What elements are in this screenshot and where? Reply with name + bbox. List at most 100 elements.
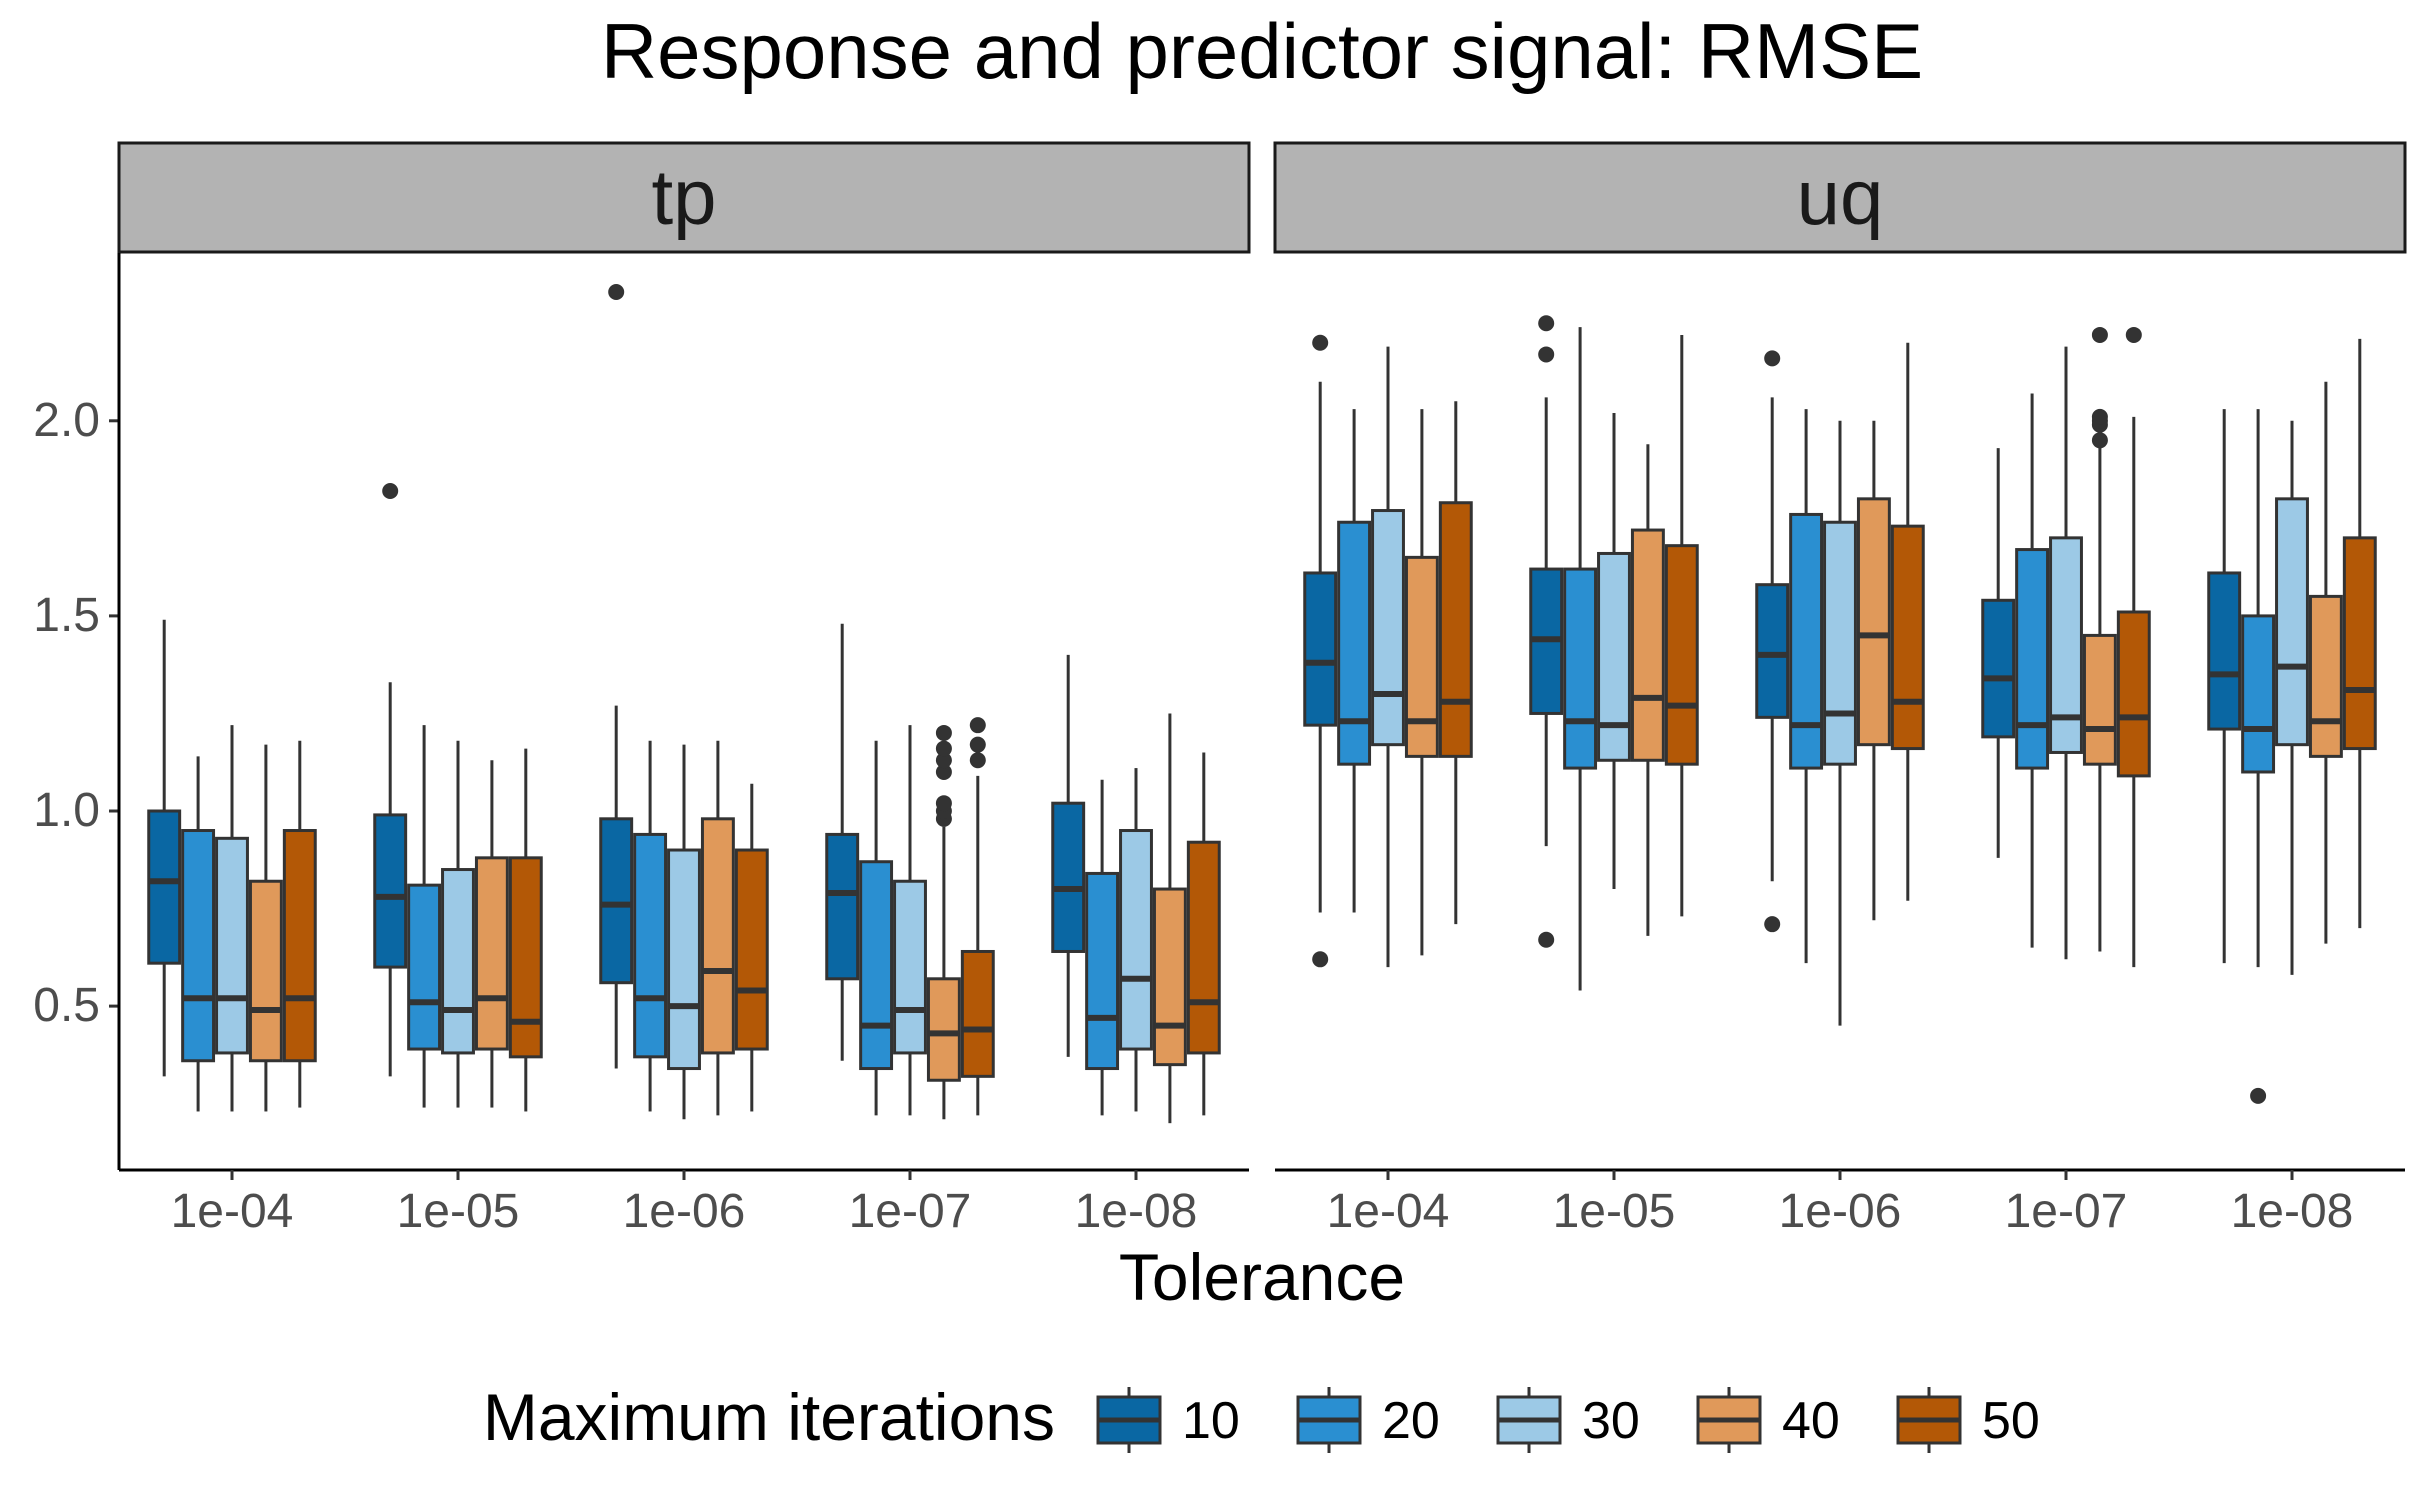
- box-body: [1438, 501, 1473, 758]
- box-body: [407, 883, 442, 1051]
- x-tick-label: 1e-04: [171, 1185, 294, 1238]
- box-tp-1e-06-30: [667, 744, 701, 1120]
- box-body: [1337, 520, 1372, 766]
- outlier-point: [2091, 408, 2108, 425]
- box-body: [1152, 887, 1187, 1067]
- box-body: [1981, 598, 2016, 739]
- outlier-point: [935, 763, 952, 780]
- box-uq-1e-04-40: [1404, 409, 1439, 956]
- box-body: [508, 856, 543, 1059]
- legend-label: 40: [1782, 1392, 1840, 1450]
- box-body: [2342, 536, 2377, 751]
- box-uq-1e-06-20: [1789, 409, 1824, 964]
- box-tp-1e-08-40: [1152, 713, 1187, 1124]
- box-uq-1e-04-50: [1438, 401, 1473, 925]
- box-tp-1e-06-40: [700, 740, 735, 1116]
- outlier-point: [2125, 326, 2142, 343]
- box-uq-1e-06-30: [1823, 420, 1857, 1026]
- box-uq-1e-08-50: [2342, 338, 2377, 929]
- box-tp-1e-08-20: [1085, 779, 1120, 1116]
- box-body: [2082, 633, 2117, 766]
- outlier-point: [969, 736, 986, 753]
- outlier-point: [608, 284, 625, 301]
- box-uq-1e-07-10: [1981, 448, 2016, 858]
- legend-item-30: 30: [1496, 1387, 1640, 1453]
- box-uq-1e-08-30: [2275, 420, 2309, 975]
- facet-panels: 1e-04 1e-05 1e-06 1e-07 1e-08 1e-04 1e-05 1e-06…: [117, 253, 2405, 1238]
- legend-label: 10: [1182, 1392, 1240, 1450]
- legend-label: 30: [1582, 1392, 1640, 1450]
- box-tp-1e-05-10: [373, 483, 408, 1077]
- box-body: [215, 836, 249, 1055]
- box-body: [825, 832, 860, 981]
- box-uq-1e-07-50: [2116, 326, 2151, 968]
- box-tp-1e-04-10: [147, 619, 182, 1077]
- legend: Maximum iterations 10 20 30 40 50: [483, 1380, 2040, 1454]
- x-tick-label: 1e-05: [397, 1185, 520, 1238]
- box-body: [599, 817, 634, 985]
- x-tick-label: 1e-05: [1553, 1185, 1676, 1238]
- box-tp-1e-08-50: [1186, 752, 1221, 1116]
- box-uq-1e-08-40: [2308, 381, 2343, 944]
- box-uq-1e-05-40: [1630, 444, 1665, 936]
- box-uq-1e-08-10: [2207, 409, 2242, 964]
- legend-item-20: 20: [1296, 1387, 1440, 1453]
- box-body: [2207, 571, 2242, 731]
- box-uq-1e-07-20: [2015, 393, 2050, 948]
- box-body: [1563, 567, 1598, 770]
- legend-title: Maximum iterations: [483, 1380, 1055, 1454]
- box-body: [1789, 512, 1824, 770]
- box-tp-1e-06-10: [599, 284, 634, 1069]
- x-tick-label: 1e-07: [849, 1185, 972, 1238]
- box-tp-1e-07-50: [960, 717, 995, 1116]
- box-tp-1e-07-10: [825, 623, 860, 1061]
- box-uq-1e-05-20: [1563, 327, 1598, 991]
- box-body: [2308, 594, 2343, 758]
- box-tp-1e-04-50: [282, 740, 317, 1108]
- legend-label: 20: [1382, 1392, 1440, 1450]
- outlier-point: [1538, 931, 1555, 948]
- box-body: [893, 879, 927, 1055]
- x-tick-label: 1e-08: [1075, 1185, 1198, 1238]
- outlier-point: [935, 724, 952, 741]
- facet-label-uq: uq: [1797, 153, 1884, 241]
- box-tp-1e-06-20: [633, 740, 668, 1112]
- box-uq-1e-06-40: [1856, 420, 1891, 921]
- box-body: [1630, 528, 1665, 762]
- facet-label-tp: tp: [651, 153, 716, 241]
- outlier-point: [1764, 350, 1781, 367]
- box-tp-1e-06-50: [734, 783, 769, 1112]
- box-body: [441, 868, 475, 1055]
- y-axis-ticks: 0.5 1.0 1.5 2.0: [33, 394, 119, 1032]
- box-body: [1890, 524, 1925, 751]
- outlier-point: [1764, 916, 1781, 933]
- box-body: [700, 817, 735, 1055]
- box-uq-1e-05-30: [1597, 412, 1631, 890]
- facet-panel-uq: 1e-04 1e-05 1e-06 1e-07 1e-08: [1275, 315, 2405, 1238]
- box-uq-1e-07-40: [2082, 326, 2117, 952]
- box-body: [633, 832, 668, 1059]
- box-uq-1e-08-20: [2241, 409, 2276, 1104]
- box-tp-1e-04-40: [248, 744, 283, 1112]
- box-body: [859, 860, 894, 1071]
- outlier-point: [935, 795, 952, 812]
- outlier-point: [2091, 326, 2108, 343]
- box-body: [1597, 551, 1631, 762]
- y-tick-label: 1.5: [33, 589, 100, 642]
- box-body: [2241, 614, 2276, 774]
- box-body: [147, 809, 182, 965]
- x-tick-label: 1e-06: [623, 1185, 746, 1238]
- box-body: [1119, 829, 1153, 1051]
- x-tick-label: 1e-06: [1779, 1185, 1902, 1238]
- x-tick-label: 1e-04: [1327, 1185, 1450, 1238]
- box-body: [1755, 583, 1790, 719]
- facet-panel-tp: 1e-04 1e-05 1e-06 1e-07 1e-08: [117, 253, 1249, 1238]
- box-body: [2015, 548, 2050, 770]
- box-body: [282, 829, 317, 1063]
- box-uq-1e-04-20: [1337, 409, 1372, 913]
- outlier-point: [1538, 315, 1555, 332]
- box-body: [1404, 555, 1439, 758]
- x-axis-label: Tolerance: [1119, 1240, 1405, 1314]
